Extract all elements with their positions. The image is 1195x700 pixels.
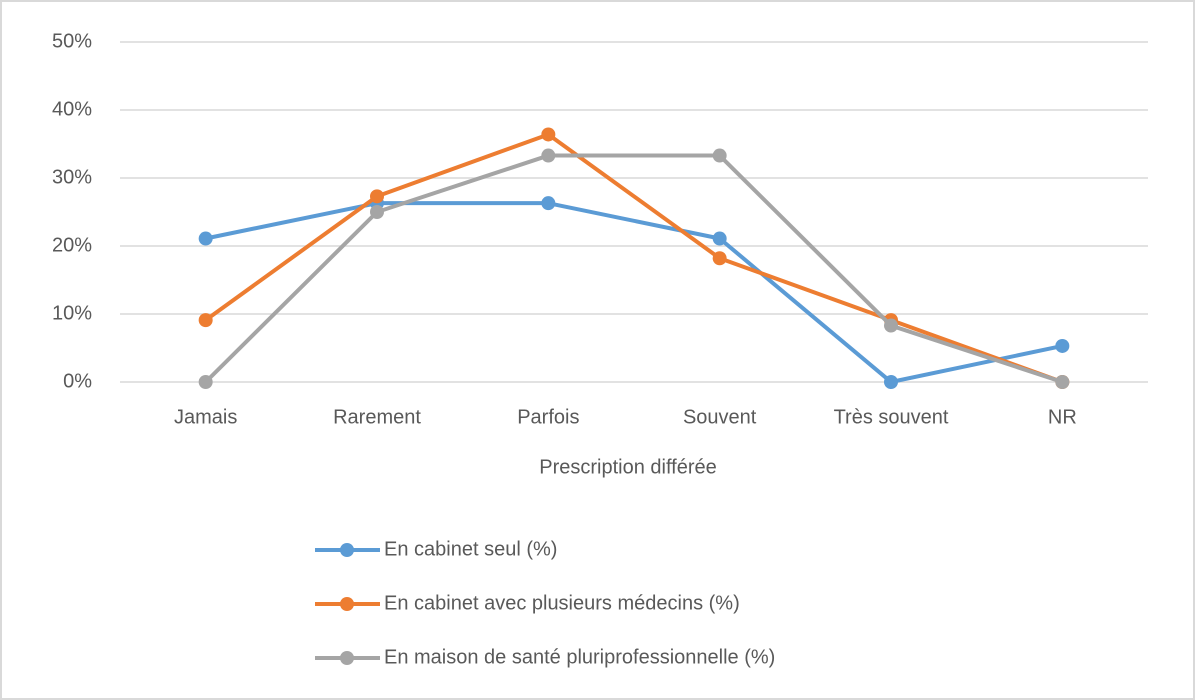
y-tick-label: 20% xyxy=(52,234,92,256)
series-line xyxy=(205,201,1063,384)
series-line xyxy=(204,132,1064,384)
data-point xyxy=(541,196,556,211)
data-point xyxy=(198,313,213,328)
data-point xyxy=(370,205,384,219)
legend-marker xyxy=(340,597,354,611)
data-point xyxy=(198,375,213,389)
x-tick-label: Très souvent xyxy=(834,406,949,428)
legend-label: En cabinet avec plusieurs médecins (%) xyxy=(384,592,740,614)
data-point xyxy=(1055,338,1070,353)
data-point xyxy=(541,148,556,163)
data-point xyxy=(370,189,384,204)
data-point xyxy=(884,318,898,333)
data-point xyxy=(198,231,213,246)
legend-label: En cabinet seul (%) xyxy=(384,538,557,560)
data-point xyxy=(541,127,556,142)
x-tick-label: Souvent xyxy=(683,406,757,428)
series-line xyxy=(204,153,1063,384)
legend-label: En maison de santé pluriprofessionnelle … xyxy=(384,646,775,668)
y-tick-label: 10% xyxy=(52,302,92,324)
y-tick-label: 40% xyxy=(52,98,92,120)
data-point xyxy=(1055,375,1070,389)
y-tick-label: 50% xyxy=(52,30,92,52)
data-point xyxy=(884,375,898,389)
data-point xyxy=(712,231,727,246)
x-axis-title: Prescription différée xyxy=(539,456,717,478)
data-point xyxy=(712,148,727,163)
legend-marker xyxy=(340,543,354,557)
x-tick-label: NR xyxy=(1048,406,1077,428)
x-tick-label: Rarement xyxy=(333,406,421,428)
y-tick-label: 30% xyxy=(52,166,92,188)
data-point xyxy=(712,251,727,266)
legend-marker xyxy=(340,651,354,665)
x-tick-label: Jamais xyxy=(174,406,237,428)
x-tick-label: Parfois xyxy=(517,406,579,428)
y-tick-label: 0% xyxy=(63,370,92,392)
